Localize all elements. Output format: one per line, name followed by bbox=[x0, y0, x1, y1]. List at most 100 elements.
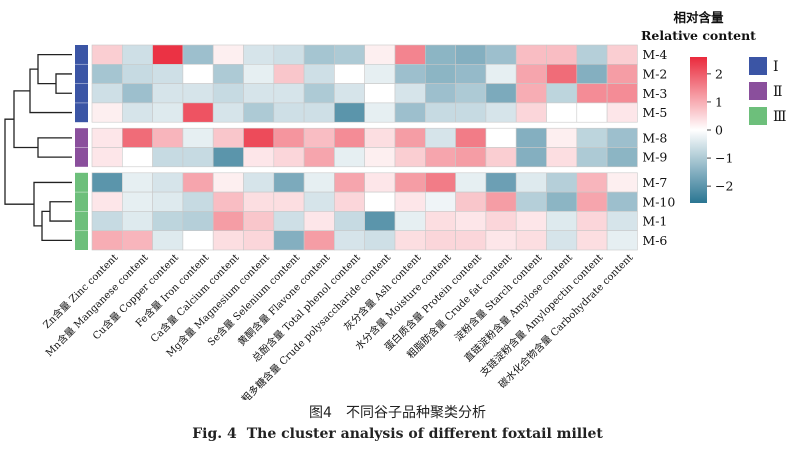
colorbar-title-en: Relative content bbox=[641, 28, 756, 43]
heatmap-cell bbox=[576, 83, 608, 104]
colorbar-gradient bbox=[690, 57, 707, 203]
colorbar-tick-label: −2 bbox=[715, 179, 733, 194]
heatmap-cell bbox=[515, 147, 547, 168]
heatmap-cell bbox=[424, 230, 456, 251]
heatmap-cell bbox=[243, 64, 275, 84]
heatmap-cell bbox=[334, 44, 365, 65]
dendrogram-branch bbox=[33, 181, 72, 227]
figure-caption-text: The cluster analysis of different foxtai… bbox=[246, 426, 603, 442]
figure-caption-cn: 图4 不同谷子品种聚类分析 bbox=[309, 405, 486, 421]
heatmap-cell bbox=[515, 172, 547, 193]
heatmap-cell bbox=[303, 147, 335, 168]
heatmap-cell bbox=[182, 102, 214, 123]
heatmap-cell bbox=[455, 172, 487, 193]
heatmap-cell bbox=[364, 44, 396, 65]
heatmap-cell bbox=[334, 172, 365, 193]
heatmap-cell bbox=[303, 102, 335, 123]
heatmap-cell bbox=[182, 127, 214, 148]
colorbar-title-cn: 相对含量 bbox=[673, 10, 724, 25]
row-label: M-6 bbox=[642, 233, 667, 248]
heatmap-cell bbox=[455, 102, 487, 123]
heatmap-cell bbox=[303, 127, 335, 148]
heatmap-cell bbox=[515, 102, 547, 123]
heatmap-cell bbox=[394, 44, 426, 65]
heatmap-cell bbox=[606, 230, 638, 251]
heatmap-cell bbox=[273, 102, 305, 123]
heatmap-cell bbox=[364, 211, 396, 231]
heatmap-cell bbox=[515, 191, 547, 212]
dendrogram-branch bbox=[41, 210, 72, 242]
heatmap-cell bbox=[424, 127, 456, 148]
row-labels: M-4 M-2 M-3 M-5 M-8 M-9 M-7 M-10 M-1 M-6 bbox=[642, 47, 675, 248]
heatmap-cell bbox=[122, 83, 153, 104]
colorbar-tick-label: 2 bbox=[715, 66, 723, 81]
heatmap-cell bbox=[152, 127, 184, 148]
heatmap-cell bbox=[576, 191, 608, 212]
heatmap-cell bbox=[152, 64, 184, 84]
heatmap-cell bbox=[122, 127, 153, 148]
dendrogram-branch bbox=[4, 118, 34, 205]
group-legend: Ⅰ Ⅱ Ⅲ bbox=[749, 57, 787, 125]
heatmap-cell bbox=[303, 44, 335, 65]
colorbar: 相对含量 Relative content 2 1 0 −1 −2 bbox=[641, 10, 756, 203]
heatmap-cell bbox=[273, 147, 305, 168]
heatmap-cell bbox=[273, 211, 305, 231]
row-label: M-8 bbox=[642, 130, 667, 145]
dendrogram-branch bbox=[55, 73, 72, 94]
heatmap-cell bbox=[303, 83, 335, 104]
heatmap-cell bbox=[182, 44, 214, 65]
heatmap-cell bbox=[182, 83, 214, 104]
heatmap-cell bbox=[485, 211, 517, 231]
heatmap-cell bbox=[122, 230, 153, 251]
heatmap-cell bbox=[273, 191, 305, 212]
heatmap-cell bbox=[546, 211, 578, 231]
heatmap-cell bbox=[546, 83, 578, 104]
heatmap-cell bbox=[212, 44, 244, 65]
heatmap-cell bbox=[394, 211, 426, 231]
heatmap-cell bbox=[212, 64, 244, 84]
heatmap-cells bbox=[91, 44, 638, 251]
heatmap-cell bbox=[91, 147, 123, 168]
heatmap-cell bbox=[394, 64, 426, 84]
heatmap-cell bbox=[546, 102, 578, 123]
heatmap-cell bbox=[485, 230, 517, 251]
heatmap-cell bbox=[364, 230, 396, 251]
heatmap-cell bbox=[334, 191, 365, 212]
colorbar-tick-label: 1 bbox=[715, 94, 723, 109]
heatmap-cell bbox=[606, 127, 638, 148]
heatmap-cell bbox=[455, 147, 487, 168]
heatmap-cell bbox=[212, 172, 244, 193]
heatmap-cell bbox=[485, 147, 517, 168]
heatmap-cell bbox=[182, 172, 214, 193]
heatmap-cell bbox=[243, 147, 275, 168]
heatmap-cell bbox=[515, 127, 547, 148]
heatmap-cell bbox=[546, 147, 578, 168]
heatmap-cell bbox=[152, 211, 184, 231]
heatmap-cell bbox=[606, 191, 638, 212]
heatmap-cell bbox=[515, 83, 547, 104]
heatmap-cell bbox=[182, 230, 214, 251]
heatmap-cell bbox=[334, 147, 365, 168]
heatmap-cell bbox=[424, 172, 456, 193]
heatmap-cell bbox=[515, 64, 547, 84]
heatmap-cell bbox=[515, 211, 547, 231]
heatmap-cell bbox=[182, 211, 214, 231]
heatmap-cell bbox=[606, 102, 638, 123]
heatmap-cell bbox=[212, 102, 244, 123]
heatmap-cell bbox=[91, 172, 123, 193]
heatmap-cell bbox=[91, 102, 123, 123]
heatmap-cell bbox=[424, 191, 456, 212]
heatmap-cell bbox=[152, 44, 184, 65]
heatmap-cell bbox=[243, 127, 275, 148]
heatmap-cell bbox=[424, 64, 456, 84]
heatmap-cell bbox=[334, 230, 365, 251]
heatmap-cell bbox=[485, 127, 517, 148]
heatmap-cell bbox=[152, 102, 184, 123]
figure-caption-en: Fig. 4 The cluster analysis of different … bbox=[0, 426, 795, 442]
legend-swatch bbox=[749, 82, 767, 100]
heatmap-cell bbox=[212, 83, 244, 104]
column-label: 总酚含量 Total phenol content bbox=[249, 251, 363, 365]
heatmap-cell bbox=[455, 83, 487, 104]
dendrogram-branch bbox=[29, 68, 72, 114]
heatmap-cell bbox=[303, 230, 335, 251]
